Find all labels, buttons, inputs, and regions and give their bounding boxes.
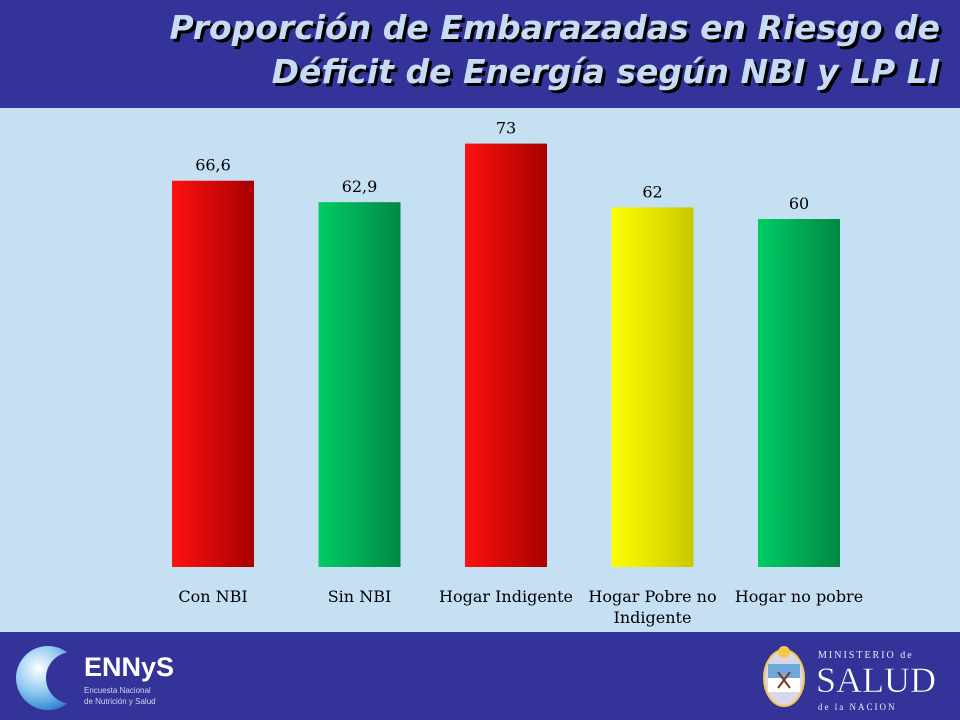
ministerio-salud-logo: MINISTERIO de SALUD de la NACION [763,646,936,712]
bar-4 [611,207,694,567]
chart-title-line-2: Déficit de Energía según NBI y LP LI [271,52,940,91]
category-label-5: Hogar no pobre [735,587,863,606]
ennys-subtitle-line-2: de Nutrición y Salud [84,697,156,706]
data-label-2: 62,9 [342,177,378,196]
national-shield-icon [763,646,805,707]
ennys-name: ENNyS [84,652,174,682]
footer-banner: ENNyS Encuesta Nacional de Nutrición y S… [0,632,960,720]
ennys-logo: ENNyS Encuesta Nacional de Nutrición y S… [16,646,174,710]
bar-3 [465,143,547,567]
data-label-5: 60 [789,194,809,213]
moon-logo-icon [16,646,98,710]
category-label-4-line-2: Indigente [614,608,692,627]
category-label-4-line-1: Hogar Pobre no [588,587,716,606]
data-label-3: 73 [496,119,516,138]
bar-5 [758,219,840,567]
bar-chart: 66,6 Con NBI 62,9 Sin NBI 73 Hogar Indigente 6… [172,119,863,627]
chart-title-line-1: Proporción de Embarazadas en Riesgo de [169,8,940,47]
category-label-1: Con NBI [178,587,247,606]
ministerio-line-2: SALUD [816,660,936,700]
ennys-subtitle-line-1: Encuesta Nacional [84,686,151,695]
bar-2 [318,202,401,567]
data-label-4: 62 [642,182,662,201]
category-label-3: Hogar Indigente [439,587,573,606]
data-label-1: 66,6 [195,156,231,175]
ministerio-line-1: MINISTERIO de [818,650,914,661]
bar-1 [172,180,254,567]
title-banner: Proporción de Embarazadas en Riesgo de D… [0,0,960,108]
chart-title: Proporción de Embarazadas en Riesgo de D… [40,6,940,94]
category-label-2: Sin NBI [328,587,392,606]
ministerio-line-3: de la NACION [818,702,897,712]
